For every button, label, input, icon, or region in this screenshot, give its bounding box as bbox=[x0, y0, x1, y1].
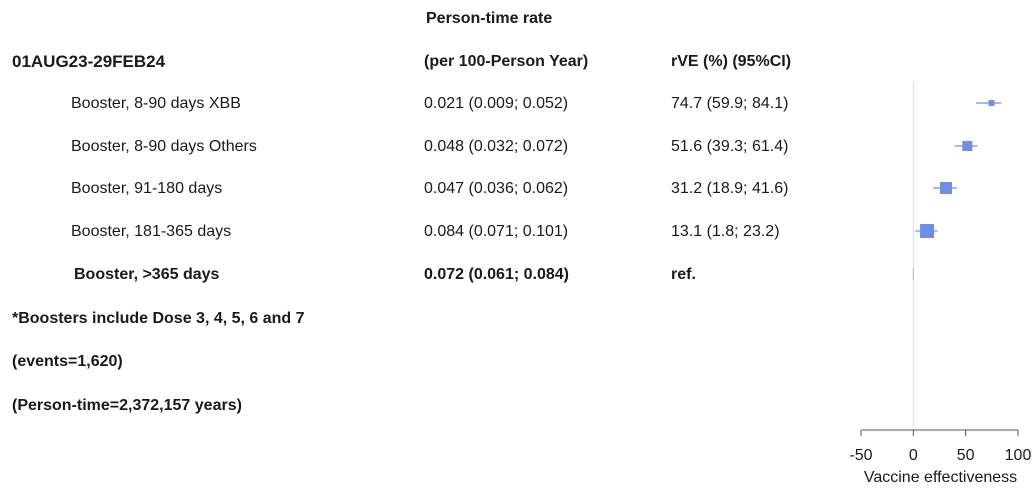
point-marker bbox=[988, 100, 995, 106]
row-label: Booster, 8-90 days XBB bbox=[71, 95, 241, 112]
x-tick-label: -50 bbox=[849, 447, 872, 464]
rve-header: rVE (%) (95%CI) bbox=[671, 53, 792, 70]
row-label: Booster, 91-180 days bbox=[71, 180, 223, 197]
row-rve: 31.2 (18.9; 41.6) bbox=[671, 180, 789, 197]
row-rve-ref: ref. bbox=[671, 266, 696, 283]
row-rve: 51.6 (39.3; 61.4) bbox=[671, 138, 789, 155]
rate-header-line2: (per 100-Person Year) bbox=[424, 53, 589, 70]
row-rate-ref: 0.072 (0.061; 0.084) bbox=[424, 266, 569, 283]
row-label-ref: Booster, >365 days bbox=[74, 266, 220, 283]
footnote-person-time: (Person-time=2,372,157 years) bbox=[12, 397, 242, 414]
point-marker bbox=[939, 182, 952, 194]
row-rve: 74.7 (59.9; 84.1) bbox=[671, 95, 789, 112]
footnote-events: (events=1,620) bbox=[12, 353, 123, 370]
row-label: Booster, 181-365 days bbox=[71, 223, 232, 240]
point-marker bbox=[920, 224, 935, 238]
row-rve: 13.1 (1.8; 23.2) bbox=[671, 223, 780, 240]
x-axis-label: Vaccine effectiveness bbox=[864, 469, 1017, 486]
point-marker bbox=[962, 141, 973, 151]
x-tick-label: 100 bbox=[1005, 447, 1032, 464]
row-rate: 0.084 (0.071; 0.101) bbox=[424, 223, 569, 240]
row-rate: 0.021 (0.009; 0.052) bbox=[424, 95, 569, 112]
row-rate: 0.047 (0.036; 0.062) bbox=[424, 180, 569, 197]
x-tick-label: 50 bbox=[957, 447, 975, 464]
rate-header-line1: Person-time rate bbox=[426, 10, 553, 27]
row-rate: 0.048 (0.032; 0.072) bbox=[424, 138, 569, 155]
row-label: Booster, 8-90 days Others bbox=[71, 138, 257, 155]
x-tick-label: 0 bbox=[909, 447, 918, 464]
period-title: 01AUG23-29FEB24 bbox=[12, 52, 166, 71]
footnote-boosters: *Boosters include Dose 3, 4, 5, 6 and 7 bbox=[12, 310, 305, 327]
